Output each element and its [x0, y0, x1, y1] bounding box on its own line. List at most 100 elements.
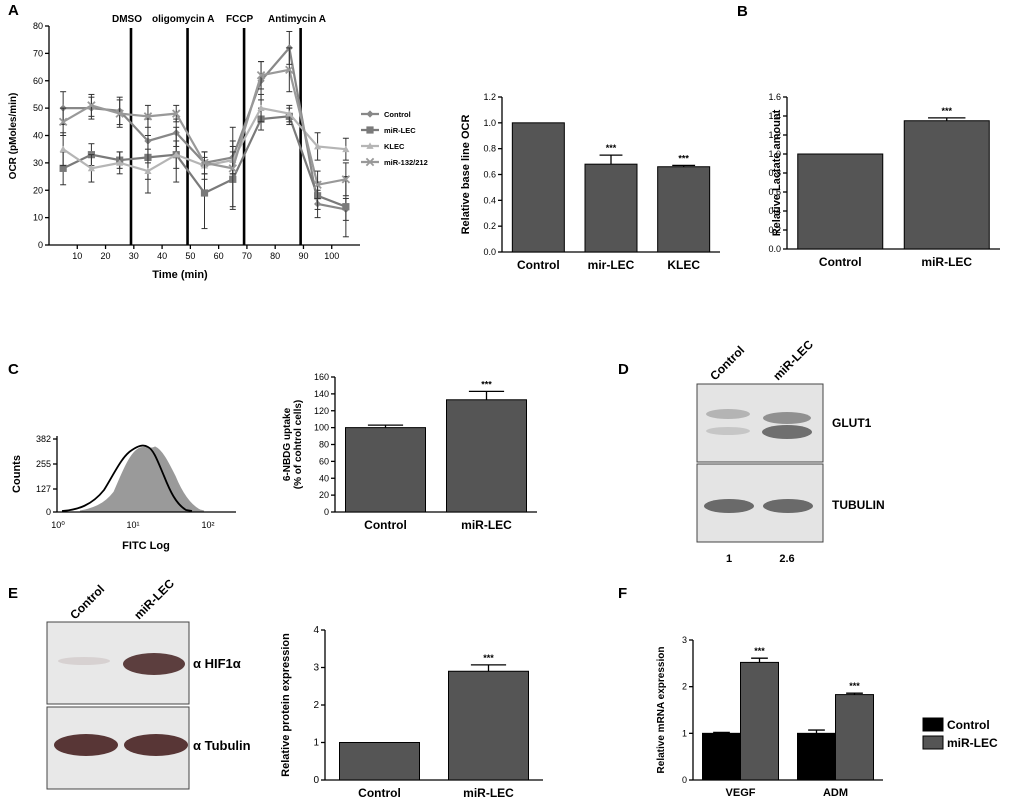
- data-point: [342, 203, 350, 211]
- ocr-x-tick-label: 40: [157, 251, 167, 261]
- panel-letter-f: F: [618, 585, 627, 602]
- nbdg-uptake-bar-chart: 0 20 40 60 80 100 120 140 160 6-NBDG uptake (% of …: [282, 372, 537, 532]
- panel-letter-c: C: [8, 361, 19, 378]
- bar-vegf-control: [702, 732, 741, 781]
- legend-label-mir-132-212: miR-132/212: [384, 158, 428, 167]
- significance-label: ***: [481, 379, 492, 389]
- y-tick-label: 0.6: [483, 170, 496, 180]
- hif1a-western-blot: Control miR-LEC α HIF1α α Tubulin: [46, 576, 251, 790]
- bar-control: [345, 427, 426, 513]
- treatment-label-antimycin: Antimycin A: [268, 14, 326, 25]
- significance-label: ***: [678, 153, 689, 163]
- baseline-ocr-bar-chart: 0.0 0.2 0.4 0.6 0.8 1.0 1.2 Relative base line …: [460, 92, 720, 272]
- y-tick-label: 0.2: [483, 221, 496, 231]
- y-tick-label: 1.0: [768, 149, 781, 159]
- data-point: [116, 159, 124, 166]
- blot-e-lane-label-mir-lec: miR-LEC: [131, 576, 177, 622]
- data-point: [366, 142, 374, 149]
- y-tick-label: 120: [314, 406, 329, 416]
- category-label-control: Control: [819, 255, 862, 269]
- lactate-bar-chart: 0.0 0.2 0.4 0.6 0.8 1.0 1.2 1.4 1.6 Relative Lact…: [768, 92, 1000, 269]
- legend-label-control: Control: [384, 110, 411, 119]
- data-point: [341, 175, 351, 184]
- tubulin-band-control-d: [704, 499, 754, 513]
- y-axis-label: Relative mRNA expression: [656, 647, 667, 774]
- ocr-x-tick-label: 80: [270, 251, 280, 261]
- control-histogram-line: [61, 444, 193, 512]
- legend-label-klec: KLEC: [384, 142, 405, 151]
- data-point: [171, 109, 181, 118]
- blot-e-lane-label-control: Control: [67, 582, 107, 622]
- data-point: [366, 126, 374, 134]
- bar-mir-lec: [446, 399, 527, 513]
- y-tick-label: 0.4: [483, 195, 496, 205]
- glut1-band-control-lower: [706, 427, 750, 435]
- significance-label: ***: [606, 143, 617, 153]
- ocr-y-tick-label: 20: [33, 185, 43, 195]
- data-point: [59, 164, 67, 172]
- y-tick-label: 0.0: [768, 244, 781, 254]
- panel-letter-d: D: [618, 361, 629, 378]
- data-point: [144, 167, 152, 174]
- category-label-mir-lec: miR-LEC: [921, 255, 972, 269]
- y-tick-label: 20: [319, 490, 329, 500]
- treatment-label-fccp: FCCP: [226, 14, 254, 25]
- hist-x-axis-label: FITC Log: [122, 540, 170, 552]
- treatment-label-oligomycin: oligomycin A: [152, 14, 214, 25]
- significance-label: ***: [754, 646, 765, 656]
- ocr-y-tick-label: 40: [33, 131, 43, 141]
- y-tick-label: 140: [314, 389, 329, 399]
- ocr-y-tick-label: 80: [33, 21, 43, 31]
- y-tick-label: 1.6: [768, 92, 781, 102]
- data-point: [313, 180, 322, 190]
- y-tick-label: 0.4: [768, 206, 781, 216]
- ocr-x-axis-label: Time (min): [152, 269, 208, 281]
- blot-d-lane-label-mir-lec: miR-LEC: [770, 337, 816, 383]
- y-tick-label: 2: [313, 700, 319, 711]
- legend-label-control: Control: [947, 718, 990, 732]
- hist-ytick-382: 382: [36, 434, 51, 444]
- significance-label: ***: [849, 681, 860, 691]
- mir-lec-histogram-fill: [79, 446, 205, 512]
- y-tick-label: 2: [682, 682, 687, 692]
- category-label-adm: ADM: [823, 787, 848, 799]
- bar-mir-lec: [903, 120, 990, 250]
- significance-label: ***: [941, 106, 952, 116]
- bar-mir-lec: [448, 670, 529, 781]
- blot-d-quant-mir-lec: 2.6: [779, 553, 794, 565]
- data-point: [143, 112, 153, 121]
- bar-control: [339, 742, 420, 781]
- y-tick-label: 40: [319, 473, 329, 483]
- category-label-control: Control: [358, 786, 401, 800]
- data-point: [87, 164, 96, 172]
- y-tick-label: 60: [319, 456, 329, 466]
- panel-letter-b: B: [737, 3, 748, 20]
- bar-mir-lec: [584, 163, 638, 253]
- legend-swatch-mir-lec: [922, 735, 944, 750]
- fitc-histogram: 0 127 255 382 10⁰ 10¹ 10² Counts FITC Lo…: [11, 434, 236, 552]
- y-tick-label: 0: [313, 775, 319, 786]
- hist-ytick-255: 255: [36, 459, 51, 469]
- y-tick-label: 4: [313, 625, 319, 636]
- blot-e-label-hif1a: α HIF1α: [193, 656, 241, 671]
- significance-label: ***: [483, 653, 494, 663]
- legend-label-mir-lec: miR-LEC: [947, 736, 998, 750]
- ocr-y-tick-label: 50: [33, 103, 43, 113]
- category-label-vegf: VEGF: [726, 787, 756, 799]
- y-tick-label: 1: [682, 728, 687, 738]
- y-tick-label: 100: [314, 423, 329, 433]
- blot-d-quant-control: 1: [726, 553, 732, 565]
- hif1a-band-control: [58, 657, 110, 665]
- data-point: [366, 110, 374, 118]
- hist-xtick-1: 10⁰: [51, 520, 65, 530]
- data-point: [365, 157, 375, 167]
- hist-xtick-10: 10¹: [126, 520, 139, 530]
- bar-control: [797, 153, 884, 250]
- category-label-klec: KLEC: [667, 258, 700, 272]
- data-point: [200, 158, 209, 168]
- category-label-control: Control: [364, 518, 407, 532]
- bar-control: [511, 122, 565, 253]
- y-tick-label: 1.0: [483, 118, 496, 128]
- y-axis-label: Relative base line OCR: [460, 115, 472, 235]
